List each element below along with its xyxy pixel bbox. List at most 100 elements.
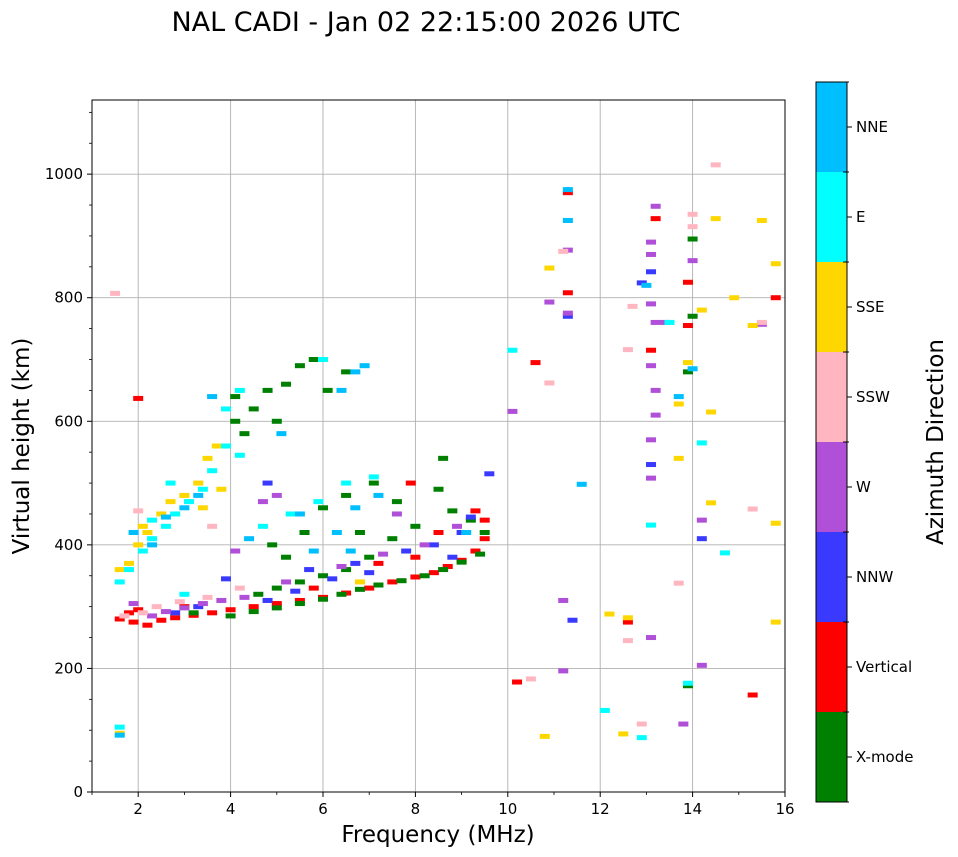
colorbar-swatch-w [816, 442, 847, 532]
data-point [461, 530, 472, 535]
data-point [479, 517, 490, 523]
data-point [373, 560, 384, 566]
data-point [558, 668, 569, 674]
colorbar-tick-label: NNE [856, 118, 888, 136]
data-point [438, 567, 449, 573]
data-point [271, 601, 282, 607]
data-point [770, 295, 781, 301]
x-tick-label: 2 [133, 800, 143, 818]
data-point [114, 567, 125, 573]
data-point [428, 570, 439, 576]
data-point [318, 505, 328, 511]
data-point [687, 236, 698, 242]
data-point [137, 610, 148, 616]
data-point [710, 216, 721, 222]
data-point [299, 530, 310, 535]
data-point [405, 480, 416, 486]
data-point [687, 211, 698, 217]
data-point [119, 613, 130, 619]
data-point [294, 363, 305, 369]
data-point [410, 523, 421, 529]
data-point [401, 548, 412, 554]
data-point [770, 261, 781, 267]
data-point [646, 347, 657, 353]
data-point [747, 323, 758, 329]
data-point [706, 500, 717, 506]
data-point [636, 721, 647, 727]
data-point [170, 610, 181, 616]
y-axis-label: Virtual height (km) [9, 338, 35, 555]
data-point [604, 611, 615, 617]
data-point [271, 418, 282, 424]
data-point [442, 563, 453, 569]
data-point [618, 731, 629, 737]
data-point [479, 536, 490, 542]
data-point [281, 554, 292, 560]
data-point [248, 609, 259, 615]
data-point [230, 394, 241, 400]
data-point [133, 508, 144, 514]
data-point [391, 499, 402, 505]
data-point [128, 601, 139, 607]
data-point [220, 406, 231, 412]
data-point [646, 462, 657, 468]
data-point [428, 542, 439, 548]
chart-title: NAL CADI - Jan 02 22:15:00 2026 UTC [171, 7, 680, 38]
data-point [368, 474, 379, 480]
y-tick-label: 0 [73, 783, 83, 801]
data-point [225, 613, 236, 619]
y-tick-label: 400 [54, 536, 83, 554]
data-point [465, 517, 476, 523]
data-point [170, 615, 181, 621]
data-point [470, 508, 481, 514]
data-point [110, 290, 121, 296]
colorbar-swatch-nnw [816, 532, 847, 622]
data-point [211, 443, 222, 449]
data-point [673, 401, 684, 407]
data-point [253, 591, 264, 597]
grid-lines [92, 100, 786, 793]
data-point [364, 585, 375, 591]
data-point [650, 319, 661, 325]
data-point [285, 511, 296, 517]
data-point [188, 610, 199, 616]
data-point [207, 610, 218, 616]
data-point [220, 576, 231, 582]
data-point [456, 559, 467, 565]
data-point [294, 597, 305, 603]
data-point [673, 455, 684, 461]
colorbar-frame [815, 81, 848, 803]
data-point [447, 554, 458, 560]
data-point [678, 721, 689, 727]
data-point [257, 499, 268, 505]
data-point [622, 638, 633, 644]
data-point [197, 486, 208, 492]
data-point [262, 597, 273, 603]
data-point [170, 511, 181, 517]
data-point [225, 607, 236, 613]
data-point [729, 295, 740, 301]
data-point [147, 613, 158, 619]
data-point [770, 520, 781, 526]
data-point [271, 585, 282, 591]
data-point [142, 530, 153, 535]
data-point [123, 610, 134, 616]
y-tick-label: 200 [54, 659, 83, 677]
data-point [465, 514, 476, 520]
data-point [147, 517, 158, 523]
data-point [160, 514, 171, 520]
data-point [364, 570, 375, 576]
data-point [322, 387, 333, 393]
data-point [433, 530, 444, 535]
data-point [160, 609, 171, 615]
data-point [156, 511, 167, 517]
data-point [650, 216, 661, 222]
x-tick-label: 12 [591, 800, 610, 818]
data-point [622, 615, 633, 621]
data-point [327, 576, 338, 582]
data-point [216, 486, 227, 492]
data-point [368, 480, 379, 486]
data-point [308, 585, 319, 591]
series-nne [114, 187, 698, 738]
data-point [133, 395, 144, 401]
